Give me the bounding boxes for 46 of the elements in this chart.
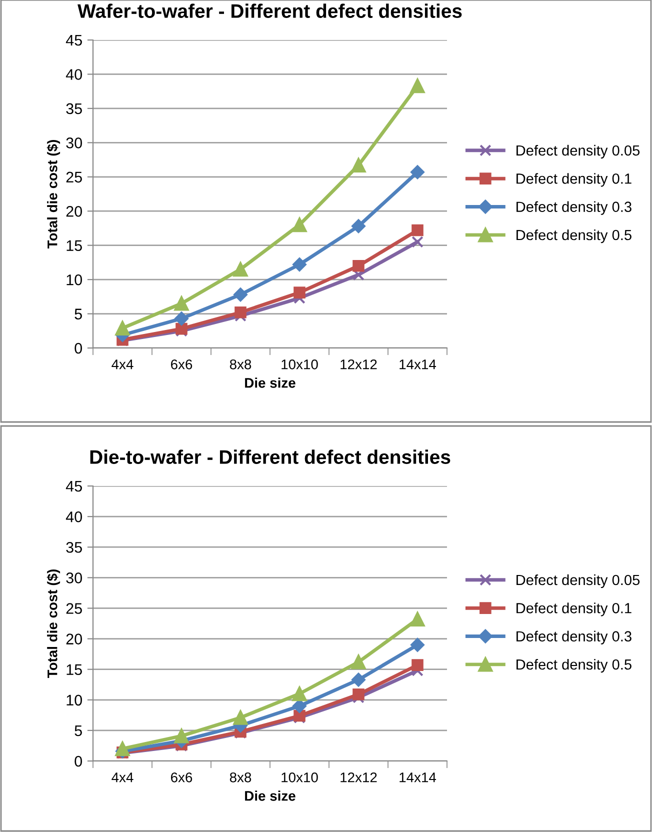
x-tick-label: 12x12 (340, 359, 377, 370)
y-tick-label: 0 (74, 756, 82, 767)
x-tick-label: 14x14 (400, 360, 436, 370)
y-tick-label: 35 (66, 103, 82, 114)
legend-label: Defect density 0.3 (516, 630, 632, 644)
legend-label: Defect density 0.05 (516, 144, 640, 159)
x-tick-label: 12x12 (340, 772, 377, 782)
y-tick-label: 10 (66, 694, 82, 706)
x-tick-label: 10x10 (282, 359, 318, 370)
x-tick-label: 4x4 (112, 772, 134, 782)
y-tick-label: 10 (66, 274, 82, 286)
y-tick-label: 20 (66, 206, 82, 217)
chart-title: Die-to-wafer - Different defect densities (90, 450, 450, 464)
chart-title: Wafer-to-wafer - Different defect densities (78, 4, 462, 18)
y-tick-label: 5 (74, 725, 82, 736)
x-tick-label: 14x14 (400, 772, 436, 782)
y-tick-label: 40 (66, 511, 82, 522)
y-tick-label: 30 (66, 572, 82, 584)
y-tick-label: 35 (66, 542, 82, 553)
legend-label: Defect density 0.5 (516, 229, 632, 244)
x-tick-label: 8x8 (230, 359, 252, 370)
x-tick-label: 6x6 (171, 359, 192, 370)
y-axis-title: Total die cost ($) (46, 140, 60, 248)
legend-label: Defect density 0.1 (516, 173, 632, 187)
x-axis-title: Die size (245, 378, 296, 388)
y-tick-label: 25 (66, 172, 82, 183)
y-tick-label: 30 (66, 138, 82, 148)
x-tick-label: 10x10 (282, 772, 318, 782)
y-tick-label: 45 (66, 481, 82, 492)
y-axis-title: Total die cost ($) (46, 570, 60, 678)
y-tick-label: 40 (66, 69, 82, 80)
x-tick-label: 6x6 (171, 772, 192, 782)
x-tick-label: 8x8 (230, 772, 252, 782)
y-tick-label: 5 (74, 308, 82, 320)
legend-label: Defect density 0.05 (516, 574, 640, 588)
y-tick-label: 45 (66, 35, 82, 46)
y-tick-label: 25 (66, 603, 82, 614)
x-tick-label: 4x4 (112, 360, 134, 370)
legend-label: Defect density 0.5 (516, 658, 632, 673)
legend-label: Defect density 0.1 (516, 602, 632, 616)
x-axis-title: Die size (245, 790, 296, 801)
y-tick-label: 15 (66, 664, 82, 676)
y-tick-label: 20 (66, 634, 82, 644)
y-tick-label: 15 (66, 240, 82, 252)
y-tick-label: 0 (74, 342, 82, 354)
legend-label: Defect density 0.3 (516, 201, 632, 215)
